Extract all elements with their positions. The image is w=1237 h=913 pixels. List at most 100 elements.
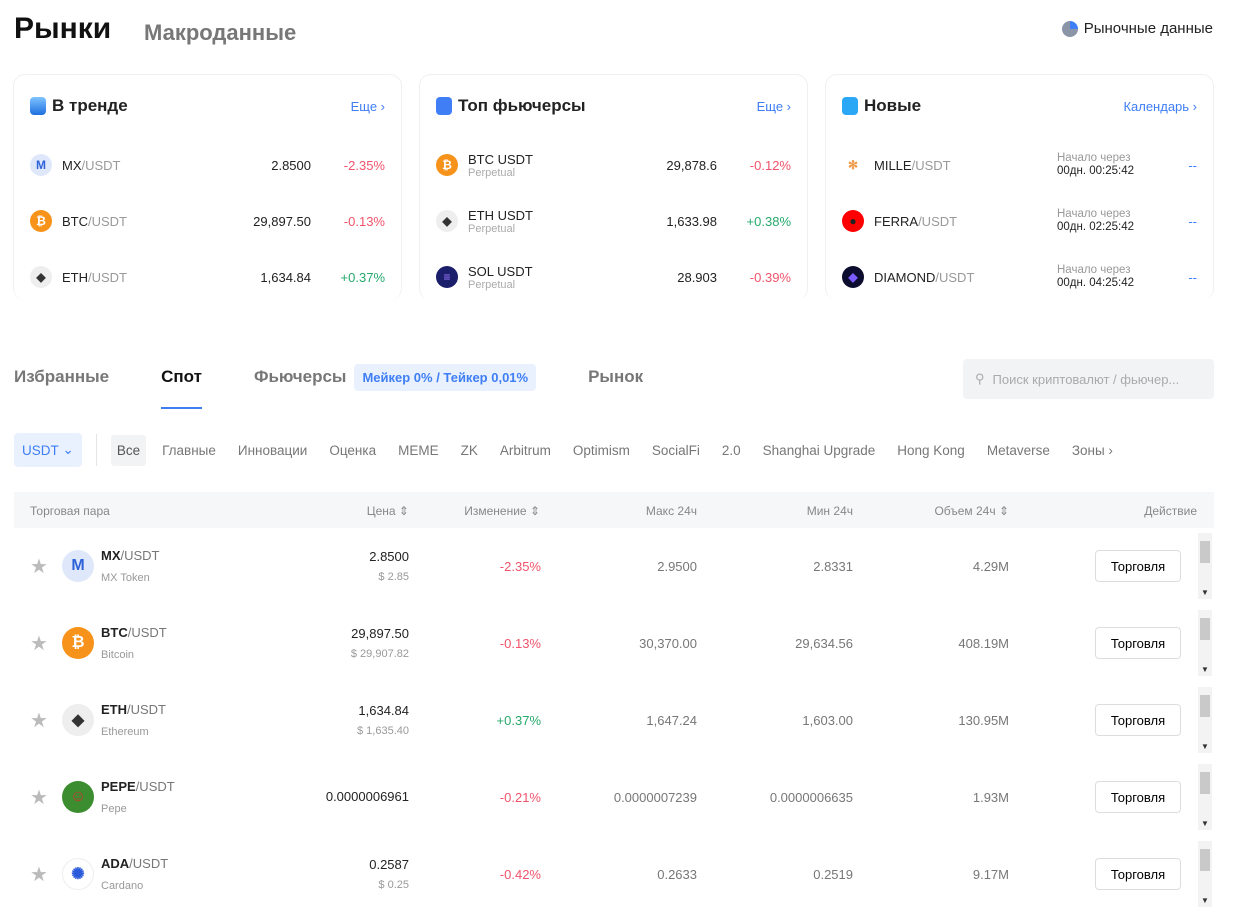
- pair-quote: /USDT: [81, 157, 121, 173]
- card-row[interactable]: M MX/USDT 2.8500 -2.35%: [30, 137, 385, 193]
- favorite-star-icon[interactable]: ★: [30, 864, 48, 886]
- scrollbar[interactable]: ▼: [1198, 841, 1212, 907]
- search-input[interactable]: ⚲ Поиск криптовалют / фьючер...: [963, 359, 1214, 399]
- scroll-down-icon[interactable]: ▼: [1201, 665, 1209, 674]
- filter-bar: USDT ⌄ Все Главные Инновации Оценка MEME ZK Ar…: [14, 433, 1129, 467]
- quote-select[interactable]: USDT ⌄: [14, 433, 82, 467]
- card-more-link[interactable]: Еще ›: [350, 98, 385, 114]
- scrollbar-thumb[interactable]: [1200, 618, 1210, 640]
- high: 30,370.00: [639, 636, 697, 651]
- pair-base: MX: [101, 548, 121, 563]
- filter-chip[interactable]: Зоны ›: [1071, 442, 1113, 458]
- search-icon: ⚲: [975, 371, 985, 386]
- trade-button[interactable]: Торговля: [1095, 550, 1181, 582]
- card-title: Топ фьючерсы: [458, 96, 586, 115]
- card-row[interactable]: ₿ BTC/USDT 29,897.50 -0.13%: [30, 193, 385, 249]
- card-row[interactable]: ● FERRA/USDT Начало через 00дн. 02:25:42 --: [842, 193, 1197, 249]
- filter-chip[interactable]: Shanghai Upgrade: [762, 442, 876, 458]
- filter-chip[interactable]: Главные: [162, 442, 216, 458]
- filter-chip[interactable]: ZK: [460, 442, 478, 458]
- column-header[interactable]: Действие: [1144, 504, 1197, 518]
- filter-chip[interactable]: Metaverse: [986, 442, 1050, 458]
- countdown: Начало через 00дн. 04:25:42: [1057, 264, 1167, 290]
- tab-favorites[interactable]: Избранные: [14, 366, 110, 386]
- futures-icon: [436, 97, 452, 115]
- favorite-star-icon[interactable]: ★: [30, 710, 48, 732]
- filter-chip[interactable]: 2.0: [721, 442, 741, 458]
- usd-price: $ 2.85: [378, 571, 409, 583]
- scrollbar-thumb[interactable]: [1200, 695, 1210, 717]
- volume: 408.19M: [958, 636, 1009, 651]
- pair-name[interactable]: ADA/USDT: [101, 856, 168, 871]
- filter-chip[interactable]: Hong Kong: [897, 442, 965, 458]
- scrollbar[interactable]: ▼: [1198, 610, 1212, 676]
- macro-tab[interactable]: Макроданные: [144, 20, 297, 45]
- price: 0.0000006961: [325, 789, 409, 804]
- change: -0.12%: [749, 157, 791, 173]
- countdown-label: Начало через: [1057, 152, 1131, 164]
- pair-name[interactable]: BTC/USDT: [101, 625, 167, 640]
- filter-chip[interactable]: SocialFi: [651, 442, 700, 458]
- table-row: ★ ₿ BTC/USDT Bitcoin 29,897.50 $ 29,907.82 -0.…: [14, 605, 1214, 682]
- usd-price: $ 0.25: [378, 879, 409, 891]
- scroll-down-icon[interactable]: ▼: [1201, 742, 1209, 751]
- scroll-down-icon[interactable]: ▼: [1201, 819, 1209, 828]
- card-row[interactable]: ◆ DIAMOND/USDT Начало через 00дн. 04:25:42-…: [842, 249, 1197, 305]
- card-more-link[interactable]: Календарь ›: [1123, 98, 1197, 114]
- column-header[interactable]: Изменение ⇕: [464, 504, 540, 518]
- filter-chip[interactable]: MEME: [398, 442, 439, 458]
- tab-spot[interactable]: Спот: [161, 367, 202, 409]
- scroll-down-icon[interactable]: ▼: [1201, 896, 1209, 905]
- column-header[interactable]: Макс 24ч: [645, 504, 697, 518]
- card-row[interactable]: ₿ BTC USDT Perpetual 29,878.6 -0.12%: [436, 137, 791, 193]
- trade-button[interactable]: Торговля: [1095, 627, 1181, 659]
- pair-base: ADA: [101, 856, 130, 871]
- favorite-star-icon[interactable]: ★: [30, 556, 48, 578]
- card-row[interactable]: ≡ SOL USDT Perpetual 28.903 -0.39%: [436, 249, 791, 305]
- table-row: ★ ◆ ETH/USDT Ethereum 1,634.84 $ 1,635.40 +0.3…: [14, 682, 1214, 759]
- filter-chip[interactable]: Оценка: [329, 442, 377, 458]
- trade-button[interactable]: Торговля: [1095, 781, 1181, 813]
- scrollbar-thumb[interactable]: [1200, 541, 1210, 563]
- column-header[interactable]: Объем 24ч ⇕: [934, 504, 1009, 518]
- favorite-star-icon[interactable]: ★: [30, 633, 48, 655]
- favorite-star-icon[interactable]: ★: [30, 787, 48, 809]
- price: 28.903: [677, 269, 717, 285]
- scrollbar-thumb[interactable]: [1200, 849, 1210, 871]
- trade-button[interactable]: Торговля: [1095, 704, 1181, 736]
- value: --: [1188, 269, 1197, 285]
- tab-market[interactable]: Рынок: [588, 366, 644, 386]
- change: -2.35%: [499, 559, 541, 574]
- countdown: Начало через 00дн. 02:25:42: [1057, 208, 1167, 234]
- pair-name: BTC USDT Perpetual: [468, 152, 597, 179]
- pair-name[interactable]: MX/USDT: [101, 548, 160, 563]
- card-row[interactable]: ✻ MILLE/USDT Начало через 00дн. 00:25:42 --: [842, 137, 1197, 193]
- filter-chip[interactable]: Инновации: [237, 442, 308, 458]
- market-data-link[interactable]: Рыночные данные: [1061, 20, 1213, 37]
- price: 29,897.50: [253, 213, 311, 229]
- trade-button[interactable]: Торговля: [1095, 858, 1181, 890]
- card-more-link[interactable]: Еще ›: [756, 98, 791, 114]
- scrollbar[interactable]: ▼: [1198, 533, 1212, 599]
- pair-name[interactable]: ETH/USDT: [101, 702, 166, 717]
- column-header[interactable]: Цена ⇕: [366, 504, 409, 518]
- table-header: Торговая пара Цена ⇕ Изменение ⇕ Макс 24ч Ми…: [14, 492, 1214, 528]
- card-row[interactable]: ◆ ETH USDT Perpetual 1,633.98 +0.38%: [436, 193, 791, 249]
- scrollbar-thumb[interactable]: [1200, 772, 1210, 794]
- card-row[interactable]: ◆ ETH/USDT 1,634.84 +0.37%: [30, 249, 385, 305]
- tab-futures[interactable]: Фьючерсы: [253, 366, 347, 386]
- ferra-coin-icon: ●: [842, 210, 864, 232]
- filter-chip[interactable]: Все: [110, 434, 147, 466]
- change: +0.37%: [340, 269, 385, 285]
- pair-name[interactable]: PEPE/USDT: [101, 779, 175, 794]
- coin-name: Bitcoin: [101, 649, 135, 661]
- low: 1,603.00: [802, 713, 853, 728]
- scrollbar[interactable]: ▼: [1198, 687, 1212, 753]
- filter-chip[interactable]: Optimism: [572, 442, 630, 458]
- scrollbar[interactable]: ▼: [1198, 764, 1212, 830]
- filter-chip[interactable]: Arbitrum: [499, 442, 551, 458]
- scroll-down-icon[interactable]: ▼: [1201, 588, 1209, 597]
- card-header: В тренде Еще ›: [30, 75, 385, 137]
- contract-type: Perpetual: [468, 278, 516, 291]
- pair-base: MILLE: [874, 157, 912, 173]
